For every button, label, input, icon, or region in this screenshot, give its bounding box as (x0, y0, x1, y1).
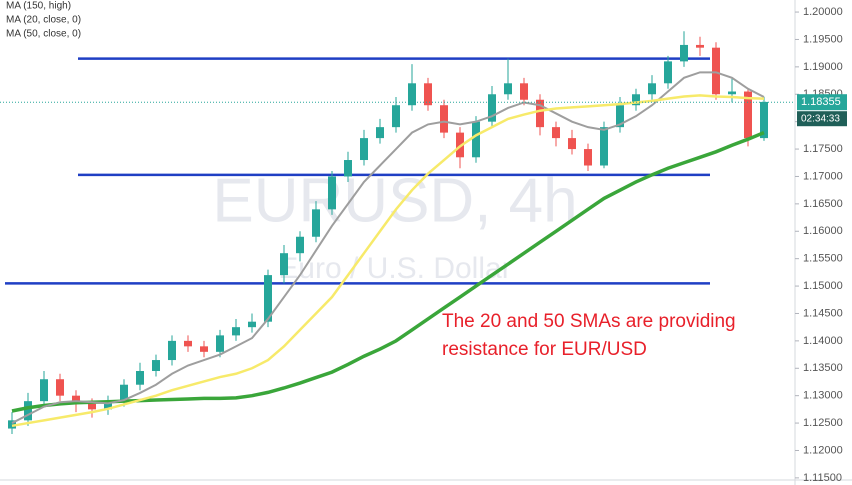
candle-body (520, 83, 528, 100)
price-label: 1.18355 (801, 96, 841, 108)
y-tick-label: 1.16500 (803, 198, 843, 210)
watermark-subtitle: Euro / U.S. Dollar (278, 252, 511, 285)
candle-body (568, 138, 576, 150)
candle-body (200, 346, 208, 352)
y-tick-label: 1.17000 (803, 170, 843, 182)
candle-body (184, 340, 192, 347)
candle-body (104, 401, 112, 410)
candle-body (632, 94, 640, 106)
candle-body (424, 83, 432, 106)
y-tick-label: 1.17500 (803, 143, 843, 155)
candle-body (248, 321, 256, 328)
candle-body (72, 395, 80, 404)
legend-entry: MA (20, close, 0) (6, 15, 81, 26)
candle-body (472, 121, 480, 158)
candle-body (744, 91, 752, 139)
candle-body (408, 83, 416, 106)
candle-body (216, 335, 224, 352)
y-tick-label: 1.20000 (803, 6, 843, 18)
candle-body (280, 253, 288, 276)
candle-body (296, 236, 304, 254)
watermark-title: EURUSD, 4h (212, 166, 577, 235)
candle-body (264, 275, 272, 322)
candle-body (664, 61, 672, 84)
candle-body (120, 384, 128, 402)
candle-body (728, 91, 736, 95)
candle-body (328, 176, 336, 210)
legend-entry: MA (50, close, 0) (6, 29, 81, 40)
candle-body (584, 149, 592, 166)
candle-body (680, 44, 688, 62)
candle-body (40, 379, 48, 402)
legend-entry: MA (150, high) (6, 1, 71, 12)
y-tick-label: 1.13500 (803, 362, 843, 374)
y-tick-label: 1.11500 (803, 472, 842, 484)
candle-body (504, 83, 512, 95)
candle-body (56, 379, 64, 396)
ma-line (11, 71, 765, 424)
y-tick-label: 1.19500 (803, 33, 843, 45)
candle-body (376, 127, 384, 139)
candle-body (168, 340, 176, 361)
price-label-box (797, 94, 847, 111)
candle-body (392, 105, 400, 128)
candle-body (8, 420, 16, 429)
candle-body (232, 327, 240, 336)
annotation: The 20 and 50 SMAs are providing (442, 311, 736, 332)
y-tick-label: 1.19000 (803, 61, 843, 73)
y-tick-label: 1.13000 (803, 390, 843, 402)
y-tick-label: 1.12500 (803, 417, 843, 429)
candle-body (152, 360, 160, 372)
countdown-box (797, 111, 847, 127)
candle-body (88, 403, 96, 410)
candle-body (136, 371, 144, 385)
candle-body (344, 160, 352, 177)
candle-body (696, 44, 704, 48)
annotation: resistance for EUR/USD (442, 339, 647, 360)
candle-body (536, 99, 544, 128)
y-tick-label: 1.16000 (803, 225, 843, 237)
y-tick-label: 1.12000 (803, 444, 843, 456)
candle-body (648, 83, 656, 95)
y-tick-label: 1.14000 (803, 335, 843, 347)
countdown: 02:34:33 (801, 113, 840, 124)
y-tick-label: 1.15000 (803, 280, 843, 292)
candle-body (440, 105, 448, 133)
candle-body (360, 138, 368, 161)
y-tick-label: 1.14500 (803, 307, 843, 319)
y-tick-label: 1.15500 (803, 253, 843, 265)
candle-body (24, 401, 32, 421)
ma-line (11, 94, 765, 428)
candle-body (760, 101, 768, 139)
candle-body (616, 105, 624, 128)
candle-body (552, 127, 560, 139)
candle-body (312, 209, 320, 237)
candle-body (600, 127, 608, 166)
candle-body (488, 94, 496, 122)
candle-body (712, 47, 720, 95)
